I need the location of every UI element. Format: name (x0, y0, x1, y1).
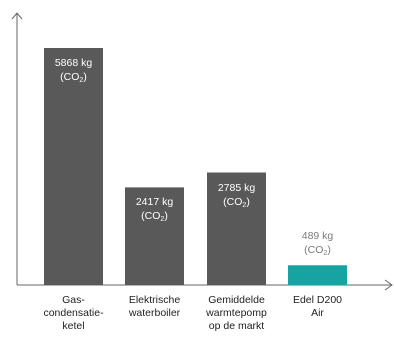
category-label-line: Air (311, 307, 324, 319)
x-axis-arrowhead (384, 279, 393, 291)
bar-value-amount: 5868 kg (54, 57, 93, 69)
category-label-line: Elektrische (128, 294, 181, 306)
category-label-line: condensatie- (43, 307, 104, 319)
bar-value-label-2: 2785 kg (CO2) (207, 181, 266, 209)
category-label-1: Elektrische waterboiler (113, 294, 197, 320)
bar-2 (207, 172, 266, 285)
bar-3 (288, 265, 347, 285)
bar-value-unit: (CO2) (304, 244, 331, 258)
category-label-3: Edel D200 Air (276, 294, 360, 320)
bar-1 (125, 187, 184, 285)
bar-value-unit: (CO2) (141, 210, 168, 224)
category-label-line: waterboiler (128, 307, 181, 319)
category-label-line: Gas- (62, 294, 85, 306)
bar-value-unit: (CO2) (60, 71, 87, 84)
category-label-line: warmtepomp (206, 307, 267, 319)
y-axis-arrowhead (11, 12, 23, 20)
bar-value-label-0: 5868 kg (CO2) (44, 56, 103, 84)
bar-0 (44, 48, 103, 285)
category-label-line: Gemiddelde (208, 294, 265, 306)
category-label-2: Gemiddelde warmtepomp op de markt (195, 294, 279, 333)
bar-value-amount: 489 kg (301, 230, 334, 243)
category-label-line: Edel D200 (292, 294, 343, 306)
category-label-0: Gas-condensatie-ketel (32, 294, 116, 333)
bar-value-amount: 2417 kg (135, 196, 174, 209)
bar-value-amount: 2785 kg (217, 181, 256, 194)
bar-value-unit: (CO2) (223, 195, 250, 209)
category-label-line: op de markt (208, 320, 265, 332)
bar-value-label-1: 2417 kg (CO2) (125, 195, 184, 223)
bar-value-label-3: 489 kg (CO2) (288, 229, 347, 257)
category-label-line: ketel (62, 320, 85, 332)
